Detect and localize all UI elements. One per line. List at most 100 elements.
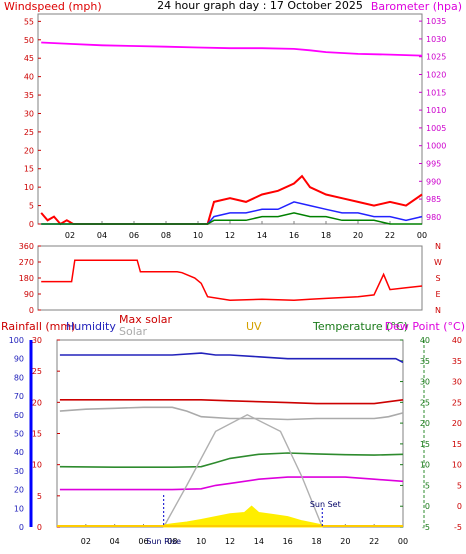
direction-compass-tick-label: W	[434, 258, 442, 267]
direction-degree-tick-label: 270	[19, 258, 34, 267]
wind-tick-label: 40	[24, 73, 34, 82]
temp-line	[59, 452, 404, 468]
direction-degree-tick-label: 0	[29, 306, 34, 315]
temperature-axis-title: Temperature (°C)	[312, 320, 408, 333]
x-tick-label: 08	[161, 231, 171, 240]
temperature-tick-label: 0	[425, 502, 430, 511]
temperature-tick-label: 20	[420, 419, 430, 428]
temperature-tick-label: 30	[420, 378, 430, 387]
wind-tick-label: 30	[24, 109, 34, 118]
wind_avg-line	[41, 201, 423, 225]
x-tick-label: 00	[417, 231, 427, 240]
dewpoint-tick-label: 35	[452, 357, 462, 366]
x-tick-label: 20	[340, 537, 350, 546]
direction-degree-tick-label: 180	[19, 274, 34, 283]
humidity-tick-label: 40	[14, 448, 24, 457]
baro-tick-label: 1035	[426, 17, 446, 26]
humidity-tick-label: 100	[9, 336, 24, 345]
x-tick-label: 14	[254, 537, 264, 546]
direction-compass-tick-label: E	[435, 290, 440, 299]
baro-tick-label: 1020	[426, 71, 446, 80]
humidity-tick-label: 70	[14, 392, 24, 401]
direction-degree-ticks: 360 270 180 90 0	[19, 242, 41, 315]
temperature-tick-label: 5	[425, 481, 430, 490]
x-tick-label: 00	[398, 537, 408, 546]
solar-fill-area	[163, 505, 323, 528]
x-tick-label: 20	[353, 231, 363, 240]
x-tick-label: 12	[225, 537, 235, 546]
maxsolar-legend: Max solar	[119, 313, 172, 326]
temperature-tick-label: 35	[420, 357, 430, 366]
x-tick-label: 04	[110, 537, 120, 546]
rain-tick-label: 15	[32, 430, 42, 439]
humidity-tick-label: 60	[14, 411, 24, 420]
direction-degree-tick-label: 360	[19, 242, 34, 251]
direction-degree-tick-label: 90	[24, 290, 34, 299]
dewpoint-tick-label: 15	[452, 440, 462, 449]
wind-axis-title: Windspeed (mph)	[4, 0, 102, 13]
climate-panel: Rainfall (mm) Humidity Max solar Solar U…	[1, 313, 465, 546]
wind-tick-label: 0	[29, 220, 34, 229]
baro-tick-label: 990	[426, 177, 441, 186]
dewpoint-tick-label: 10	[452, 461, 462, 470]
direction-compass-tick-label: S	[435, 274, 440, 283]
x-tick-label: 18	[321, 231, 331, 240]
wind-tick-label: 50	[24, 36, 34, 45]
wind-tick-label: 35	[24, 91, 34, 100]
baro-tick-label: 980	[426, 213, 441, 222]
baro-tick-label: 1010	[426, 106, 446, 115]
x-tick-label: 22	[385, 231, 395, 240]
barometer-line	[41, 41, 423, 57]
humidity-tick-label: 50	[14, 430, 24, 439]
solar-line	[59, 406, 404, 421]
baro-tick-label: 1000	[426, 142, 446, 151]
direction-compass-tick-label: N	[435, 306, 441, 315]
baro-tick-label: 985	[426, 195, 441, 204]
sun-annotations: Sun Rise Sun Set	[146, 495, 341, 546]
humidity-tick-label: 10	[14, 504, 24, 513]
wind-tick-label: 10	[24, 183, 34, 192]
wind-baro-series	[40, 41, 423, 226]
x-tick-label: 22	[369, 537, 379, 546]
humidity-tick-label: 90	[14, 355, 24, 364]
x-tick-label: 06	[129, 231, 139, 240]
dewpoint-tick-label: 20	[452, 419, 462, 428]
dewpoint-tick-label: 40	[452, 336, 462, 345]
direction-compass-tick-label: N	[435, 242, 441, 251]
gust-line	[40, 174, 423, 226]
rain-tick-label: 25	[32, 367, 42, 376]
uv-legend: UV	[246, 320, 262, 333]
humidity-tick-label: 0	[19, 523, 24, 532]
x-tick-label: 14	[257, 231, 267, 240]
wind_low-line	[41, 212, 422, 225]
wind-tick-label: 5	[29, 202, 34, 211]
dewpoint-tick-label: 25	[452, 398, 462, 407]
humidity-line	[59, 352, 404, 364]
x-tick-label: 10	[193, 231, 203, 240]
dewpoint-ticks: 40 35 30 25 20 15 10 5 0 -5	[452, 336, 462, 532]
graph-title: 24 hour graph day : 17 October 2025	[157, 0, 363, 12]
humidity-tick-label: 30	[14, 467, 24, 476]
climate-plot-frame	[56, 339, 404, 528]
humidity-legend: Humidity	[66, 320, 116, 333]
baro-tick-label: 1005	[426, 124, 446, 133]
direction-series	[41, 259, 423, 301]
rain-tick-label: 20	[32, 398, 42, 407]
max-solar-curve	[163, 414, 323, 528]
humidity-tick-label: 20	[14, 486, 24, 495]
wind-x-axis-ticks: 02 04 06 08 10 12 14 16 18 20 22 00	[65, 221, 427, 240]
x-tick-label: 06	[138, 537, 148, 546]
rain-tick-label: 30	[32, 336, 42, 345]
x-tick-label: 10	[196, 537, 206, 546]
solar-legend: Solar	[119, 325, 148, 338]
baro-axis-title: Barometer (hpa)	[371, 0, 462, 13]
rain-ticks: 30 25 20 15 10 5 0	[32, 336, 60, 532]
baro-tick-label: 1025	[426, 53, 446, 62]
wind-tick-label: 15	[24, 165, 34, 174]
temperature-tick-label: -5	[422, 523, 430, 532]
rain-tick-label: 0	[37, 523, 42, 532]
humidity-tick-label: 80	[14, 373, 24, 382]
baro-tick-label: 995	[426, 159, 441, 168]
